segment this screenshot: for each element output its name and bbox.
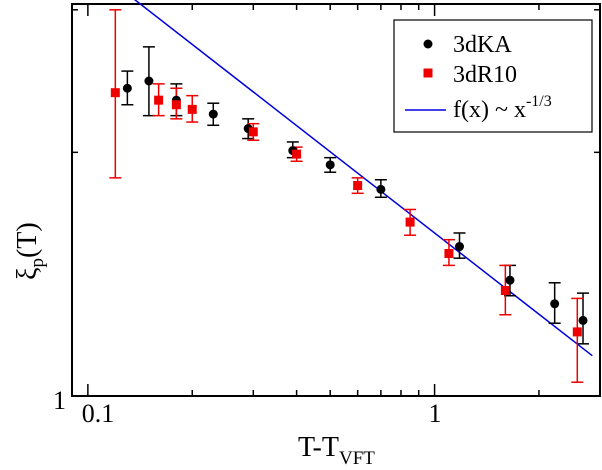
plot-area-border xyxy=(71,3,601,397)
point-3dr10 xyxy=(353,180,363,190)
markers xyxy=(110,76,588,337)
point-3dka xyxy=(208,109,218,119)
point-3dr10 xyxy=(154,95,164,105)
point-3dr10 xyxy=(500,286,510,296)
point-3dka xyxy=(454,242,464,252)
point-3dka xyxy=(325,160,335,170)
point-3dka xyxy=(505,275,515,285)
point-3dr10 xyxy=(110,88,120,98)
point-3dka xyxy=(578,315,588,325)
legend-label-fit: f(x) ~ x-1/3 xyxy=(453,93,552,123)
legend-label-fit-main: f(x) ~ x xyxy=(453,97,526,123)
point-3dka xyxy=(122,83,132,93)
plot-frame xyxy=(71,3,601,397)
x-tick-label-1: 1 xyxy=(429,399,442,428)
x-tick-label-0.1: 0.1 xyxy=(82,399,115,428)
x-axis-title-main: T-T xyxy=(298,432,339,463)
point-3dka xyxy=(550,299,560,309)
point-3dr10 xyxy=(248,127,258,137)
legend-label-3dR10: 3dR10 xyxy=(453,62,517,88)
point-3dr10 xyxy=(572,327,582,337)
fit-line-group xyxy=(133,0,593,357)
point-3dka xyxy=(144,76,154,86)
point-3dr10 xyxy=(187,104,197,114)
axis-ticks xyxy=(71,4,601,397)
x-axis-title-subscript: VFT xyxy=(339,448,375,469)
point-3dr10 xyxy=(405,217,415,227)
point-3dr10 xyxy=(444,248,454,258)
y-axis-title: ξp(T) xyxy=(12,222,48,280)
legend-label-fit-exponent: -1/3 xyxy=(526,93,552,110)
point-3dka xyxy=(376,184,386,194)
legend-marker-3dKA xyxy=(423,39,433,49)
legend-label-3dKA: 3dKA xyxy=(453,32,512,58)
y-axis-title-subscript: p xyxy=(27,258,48,268)
x-axis-title: T-TVFT xyxy=(298,432,375,469)
y-axis-title-main: ξ xyxy=(12,268,43,280)
fit-line xyxy=(133,0,593,357)
y-axis-title-suffix: (T) xyxy=(12,222,43,258)
y-tick-label-1: 1 xyxy=(53,386,66,415)
legend-marker-3dR10 xyxy=(423,68,433,78)
point-3dr10 xyxy=(292,149,302,159)
legend: 3dKA 3dR10 f(x) ~ x-1/3 xyxy=(393,19,593,133)
point-3dr10 xyxy=(171,100,181,110)
